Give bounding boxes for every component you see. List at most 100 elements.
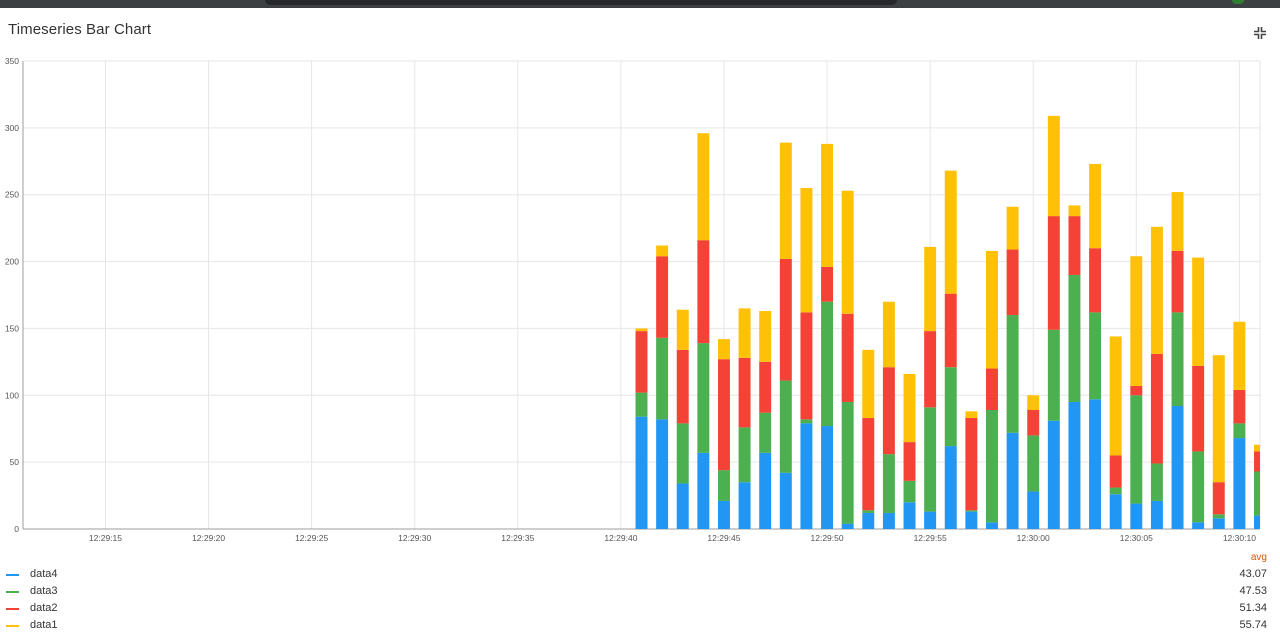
bar-segment-data3 (986, 409, 998, 523)
legend-label: data1 (30, 619, 58, 631)
bar-segment-data3 (800, 419, 813, 424)
bar-segment-data2 (944, 293, 957, 368)
legend-item-data2[interactable]: data2 51.34 (0, 601, 1280, 618)
legend-label: data3 (30, 585, 58, 597)
bar-segment-data4 (759, 452, 772, 529)
bar-segment-data4 (882, 512, 895, 529)
bar-segment-data3 (1212, 514, 1225, 519)
bar-segment-data4 (635, 416, 648, 529)
bar-segment-data4 (779, 472, 792, 529)
legend-item-data1[interactable]: data1 55.74 (0, 618, 1280, 635)
bar-segment-data3 (1233, 423, 1246, 439)
bar-segment-data2 (841, 313, 854, 402)
bar-segment-data4 (676, 483, 689, 529)
y-tick-label: 250 (5, 190, 19, 200)
bar-segment-data2 (882, 367, 895, 455)
bar-segment-data3 (738, 427, 751, 483)
bar-segment-data3 (1254, 471, 1260, 516)
x-tick-label: 12:29:35 (501, 533, 534, 543)
bar-segment-data1 (738, 308, 751, 358)
y-tick-label: 350 (5, 56, 19, 66)
bar-segment-data1 (1212, 355, 1225, 483)
bar-segment-data2 (717, 359, 730, 471)
bar-segment-data2 (635, 331, 648, 393)
x-tick-label: 12:29:45 (707, 533, 740, 543)
legend-label: data4 (30, 568, 58, 580)
bar-segment-data2 (924, 331, 937, 408)
bar-segment-data1 (862, 349, 875, 419)
bar-segment-data1 (1171, 192, 1184, 251)
y-tick-label: 300 (5, 123, 19, 133)
bar-segment-data4 (800, 423, 813, 529)
legend-swatch (6, 625, 19, 627)
bar-segment-data4 (986, 522, 998, 529)
bar-segment-data3 (1006, 315, 1019, 433)
bar-segment-data2 (965, 418, 978, 511)
bar-segment-data3 (1150, 463, 1163, 501)
legend-swatch (6, 574, 19, 576)
legend-item-data3[interactable]: data3 47.53 (0, 584, 1280, 601)
bar-segment-data2 (1089, 248, 1102, 313)
bar-segment-data4 (656, 419, 669, 529)
x-tick-label: 12:29:25 (295, 533, 328, 543)
bar-segment-data2 (779, 258, 792, 381)
bar-segment-data1 (717, 339, 730, 360)
x-tick-label: 12:29:40 (604, 533, 637, 543)
bar-segment-data4 (1047, 420, 1060, 529)
bar-segment-data1 (1192, 257, 1205, 366)
chart-title: Timeseries Bar Chart (8, 21, 152, 38)
legend-avg-header: avg (1250, 552, 1267, 563)
bar-segment-data3 (944, 367, 957, 447)
bar-segment-data1 (841, 190, 854, 314)
x-tick-label: 12:30:05 (1120, 533, 1153, 543)
bar-segment-data1 (1006, 206, 1019, 250)
bar-segment-data1 (944, 170, 957, 294)
legend-avg-value: 47.53 (1239, 585, 1267, 597)
bar-segment-data4 (965, 511, 978, 529)
bar-segment-data4 (1089, 399, 1102, 529)
bar-segment-data4 (1233, 438, 1246, 529)
bar-segment-data4 (697, 452, 710, 529)
bar-segment-data2 (1068, 216, 1081, 275)
chart-legend: avg data4 43.07 data3 47.53 data2 51.34 … (0, 552, 1280, 639)
bar-segment-data4 (903, 502, 916, 529)
bar-segment-data4 (1130, 503, 1143, 529)
bar-segment-data1 (1068, 205, 1081, 217)
bar-segment-data4 (1171, 405, 1184, 529)
bar-segment-data2 (1109, 455, 1122, 488)
y-tick-label: 0 (14, 524, 19, 534)
x-tick-label: 12:29:15 (89, 533, 122, 543)
bar-segment-data3 (1068, 274, 1081, 402)
bar-segment-data3 (821, 301, 834, 427)
bar-segment-data1 (882, 301, 895, 368)
bar-segment-data2 (1233, 389, 1246, 424)
x-tick-label: 12:30:10 (1223, 533, 1256, 543)
bar-segment-data1 (1089, 163, 1102, 249)
bar-segment-data2 (697, 240, 710, 344)
bar-chart: 0 50 100 150 200 250 300 350 12:29:15 12:29:20 12:… (5, 56, 1261, 543)
legend-avg-value: 55.74 (1239, 619, 1267, 631)
bar-segment-data1 (656, 245, 669, 257)
legend-avg-value: 51.34 (1239, 602, 1267, 614)
shrink-icon[interactable] (1253, 26, 1267, 40)
bar-segment-data2 (862, 418, 875, 511)
bar-segment-data1 (986, 250, 998, 369)
browser-top-bar (0, 0, 1280, 8)
legend-avg-value: 43.07 (1239, 568, 1267, 580)
legend-swatch (6, 591, 19, 593)
bar-segment-data1 (635, 328, 648, 332)
x-tick-label: 12:29:20 (192, 533, 225, 543)
bar-segment-data2 (1192, 365, 1205, 452)
bar-segment-data1 (779, 142, 792, 259)
bar-segment-data4 (924, 511, 937, 529)
bar-segment-data4 (1192, 522, 1205, 529)
bar-segment-data4 (1068, 401, 1081, 529)
bar-segment-data2 (986, 368, 998, 410)
bar-segment-data4 (1109, 494, 1122, 529)
bar-segment-data3 (965, 510, 978, 512)
bar-segment-data2 (1150, 353, 1163, 464)
bar-segment-data1 (1047, 115, 1060, 217)
bar-segment-data1 (1130, 256, 1143, 386)
legend-label: data2 (30, 602, 58, 614)
legend-item-data4[interactable]: data4 43.07 (0, 567, 1280, 584)
